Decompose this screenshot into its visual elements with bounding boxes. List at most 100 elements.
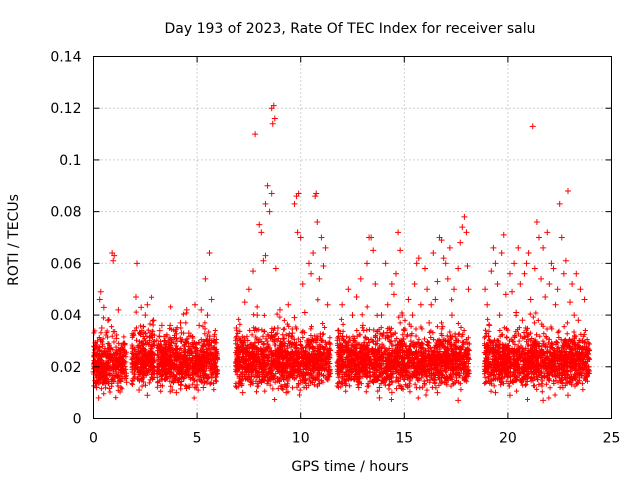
data-point [413,350,419,356]
data-point [365,337,371,343]
data-point [250,354,256,360]
data-point [298,368,304,374]
data-point [283,361,289,367]
data-point [292,368,298,374]
data-point [543,381,549,387]
data-point [256,364,262,370]
data-point [399,355,405,361]
data-point [191,348,197,354]
data-point [113,366,119,372]
data-point [413,333,419,339]
data-point [179,378,185,384]
data-point [129,369,135,375]
data-point [406,321,412,327]
data-point [399,384,405,390]
data-point [104,330,110,336]
data-point [104,361,110,367]
data-point [235,355,241,361]
data-point [264,363,270,369]
data-point [206,342,212,348]
data-point [154,351,160,357]
data-point [482,374,488,380]
data-point [170,338,176,344]
data-point [436,375,442,381]
data-point [270,377,276,383]
data-point [363,354,369,360]
data-point [116,340,122,346]
data-point [167,374,173,380]
data-point [315,297,321,303]
data-point [404,375,410,381]
data-point [118,384,124,390]
data-point [515,331,521,337]
data-point [290,385,296,391]
data-point [312,348,318,354]
data-point [187,358,193,364]
data-point [345,354,351,360]
data-point [389,379,395,385]
data-point [194,378,200,384]
data-point [422,382,428,388]
data-point [112,328,118,334]
data-point [149,294,155,300]
data-point [318,346,324,352]
data-point [161,344,167,350]
data-point [440,324,446,330]
data-point [212,331,218,337]
data-point [244,333,250,339]
data-point [301,361,307,367]
data-point [134,354,140,360]
data-point [422,347,428,353]
data-point [378,325,384,331]
data-point [91,344,97,350]
data-point [101,315,107,321]
data-point [146,363,152,369]
data-point [183,339,189,345]
data-point [427,377,433,383]
data-point [150,328,156,334]
data-point [438,379,444,385]
data-point [168,304,174,310]
data-point [319,337,325,343]
data-point [438,338,444,344]
data-point [432,362,438,368]
data-point [392,365,398,371]
data-point [403,349,409,355]
data-point [280,343,286,349]
data-point [395,353,401,359]
data-point [396,314,402,320]
data-point [379,378,385,384]
data-point [465,335,471,341]
data-point [356,374,362,380]
data-point [109,383,115,389]
data-point [247,351,253,357]
data-point [134,337,140,343]
data-point [377,372,383,378]
data-point [354,346,360,352]
data-point [236,351,242,357]
data-point [209,357,215,363]
data-point [320,321,326,327]
data-point [449,297,455,303]
data-point [408,333,414,339]
data-point [160,353,166,359]
data-point [458,347,464,353]
data-point [312,374,318,380]
data-point [96,334,102,340]
data-point [419,350,425,356]
data-point [294,358,300,364]
data-point [367,369,373,375]
data-point [116,373,122,379]
data-point [156,333,162,339]
data-point [98,361,104,367]
data-point [427,355,433,361]
data-point [411,344,417,350]
data-point [281,317,287,323]
data-point [424,387,430,393]
data-point [375,328,381,334]
data-point [311,369,317,375]
data-point [213,352,219,358]
data-point [351,376,357,382]
data-point [454,365,460,371]
data-point [116,347,122,353]
